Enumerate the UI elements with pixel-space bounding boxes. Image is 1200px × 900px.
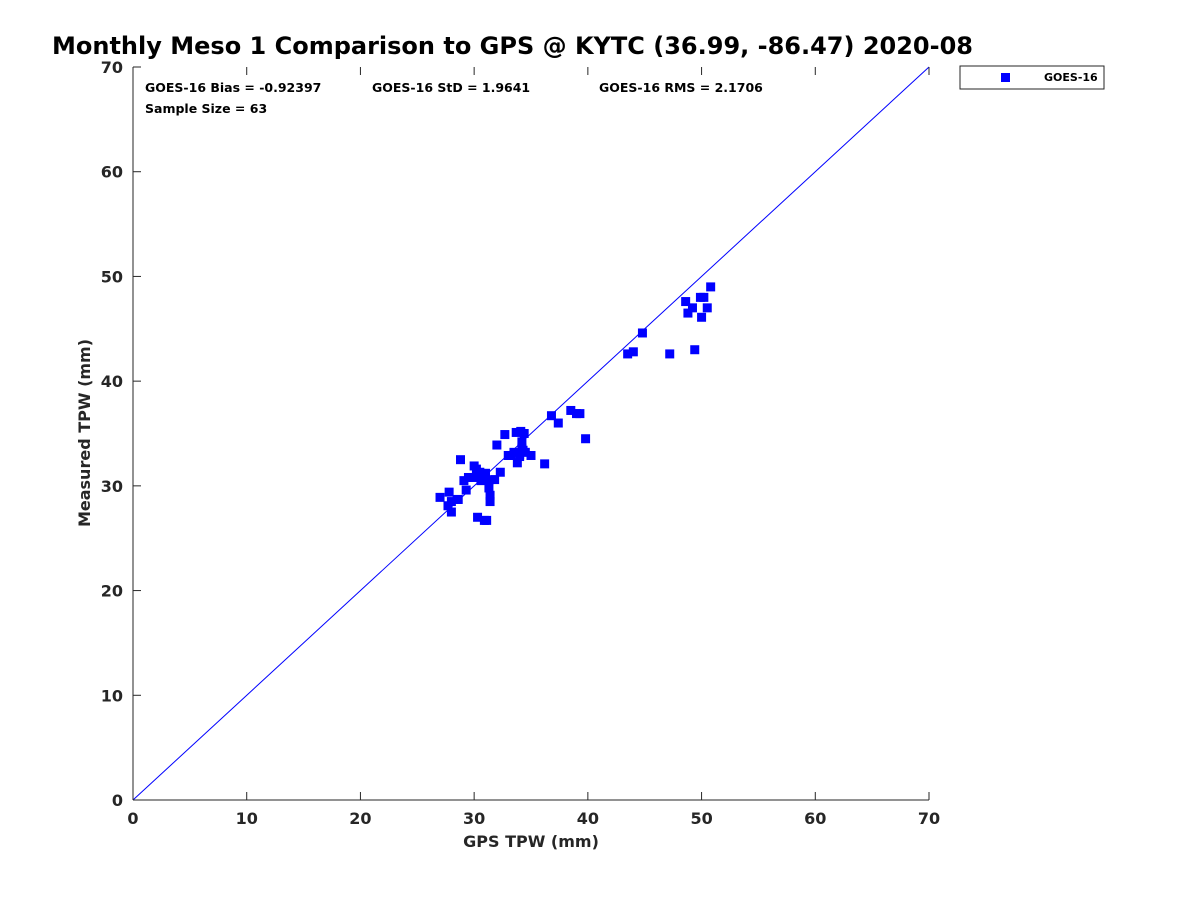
data-point-30: [512, 458, 522, 468]
y-tick-label-7: 70: [101, 58, 123, 77]
data-point-56: [702, 303, 712, 313]
y-tick-label-3: 30: [101, 477, 123, 496]
data-point-60: [518, 445, 528, 455]
data-point-19: [484, 476, 494, 486]
x-tick-label-1: 10: [236, 809, 258, 828]
y-tick-label-5: 50: [101, 267, 123, 286]
data-point-25: [495, 467, 505, 477]
x-tick-label-4: 40: [577, 809, 599, 828]
legend-marker-square: [1001, 73, 1010, 82]
one-to-one-reference-line: [132, 66, 930, 801]
y-axis-ticks: 0 10 20 30 40 50 60 70: [101, 58, 141, 810]
legend: GOES-16: [959, 65, 1105, 90]
data-point-33: [517, 437, 527, 447]
y-tick-label-4: 40: [101, 372, 123, 391]
data-point-41: [566, 405, 576, 415]
y-axis-label: Measured TPW (mm): [75, 339, 94, 527]
data-point-55: [699, 292, 709, 302]
x-tick-label-0: 0: [127, 809, 138, 828]
data-point-61: [471, 464, 481, 474]
data-point-58: [503, 450, 513, 460]
data-point-52: [690, 345, 700, 355]
data-point-54: [697, 312, 707, 322]
x-tick-label-7: 70: [918, 809, 940, 828]
x-axis-ticks: 0 10 20 30 40 50 60 70: [127, 67, 940, 828]
chart-title: Monthly Meso 1 Comparison to GPS @ KYTC …: [52, 32, 973, 60]
x-tick-label-2: 20: [349, 809, 371, 828]
data-point-18: [482, 515, 492, 525]
data-point-9: [463, 472, 473, 482]
data-point-57: [706, 282, 716, 292]
data-point-8: [461, 485, 471, 495]
data-point-50: [683, 308, 693, 318]
std-stat: GOES-16 StD = 1.9641: [372, 80, 530, 95]
legend-entry-goes16: GOES-16: [1044, 71, 1098, 84]
data-point-21: [485, 497, 495, 507]
data-point-45: [623, 349, 633, 359]
data-point-39: [546, 411, 556, 421]
data-point-48: [665, 349, 675, 359]
data-point-46: [628, 347, 638, 357]
data-point-12: [473, 512, 483, 522]
data-point-24: [492, 440, 502, 450]
data-point-28: [509, 447, 519, 457]
data-point-43: [575, 409, 585, 419]
x-tick-label-3: 30: [463, 809, 485, 828]
bias-stat: GOES-16 Bias = -0.92397: [145, 80, 321, 95]
data-point-47: [637, 328, 647, 338]
data-point-23: [490, 475, 500, 485]
y-tick-label-0: 0: [112, 791, 123, 810]
x-axis-label: GPS TPW (mm): [463, 832, 599, 851]
data-point-62: [453, 494, 463, 504]
data-point-6: [455, 455, 465, 465]
data-point-20: [484, 483, 494, 493]
data-point-49: [681, 297, 691, 307]
data-point-3: [446, 497, 456, 507]
data-point-51: [687, 303, 697, 313]
data-point-38: [540, 459, 550, 469]
data-point-4: [446, 507, 456, 517]
data-point-35: [519, 429, 529, 438]
data-point-22: [485, 490, 495, 500]
data-points: [435, 282, 716, 525]
data-point-44: [581, 434, 591, 444]
axes: [132, 67, 929, 801]
y-tick-label-2: 20: [101, 582, 123, 601]
rms-stat: GOES-16 RMS = 2.1706: [599, 80, 763, 95]
data-point-40: [553, 418, 563, 428]
x-tick-label-5: 50: [690, 809, 712, 828]
x-tick-label-6: 60: [804, 809, 826, 828]
data-point-17: [481, 468, 491, 478]
data-point-26: [500, 430, 510, 440]
data-point-2: [444, 487, 454, 497]
y-tick-label-1: 10: [101, 686, 123, 705]
data-point-0: [435, 492, 445, 502]
sample-size-stat: Sample Size = 63: [145, 101, 267, 116]
data-point-7: [459, 476, 469, 486]
data-point-29: [511, 427, 521, 437]
data-point-37: [526, 450, 536, 460]
y-tick-label-6: 60: [101, 163, 123, 182]
data-point-10: [469, 472, 479, 482]
legend-box: [959, 65, 1105, 90]
